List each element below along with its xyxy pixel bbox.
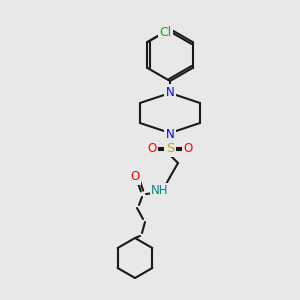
Text: N: N	[166, 128, 174, 140]
Text: O: O	[183, 142, 193, 155]
Text: NH: NH	[151, 184, 169, 197]
Text: N: N	[166, 85, 174, 98]
Text: S: S	[166, 142, 174, 155]
Text: O: O	[130, 170, 140, 184]
Text: Cl: Cl	[159, 26, 172, 40]
Text: O: O	[147, 142, 157, 155]
